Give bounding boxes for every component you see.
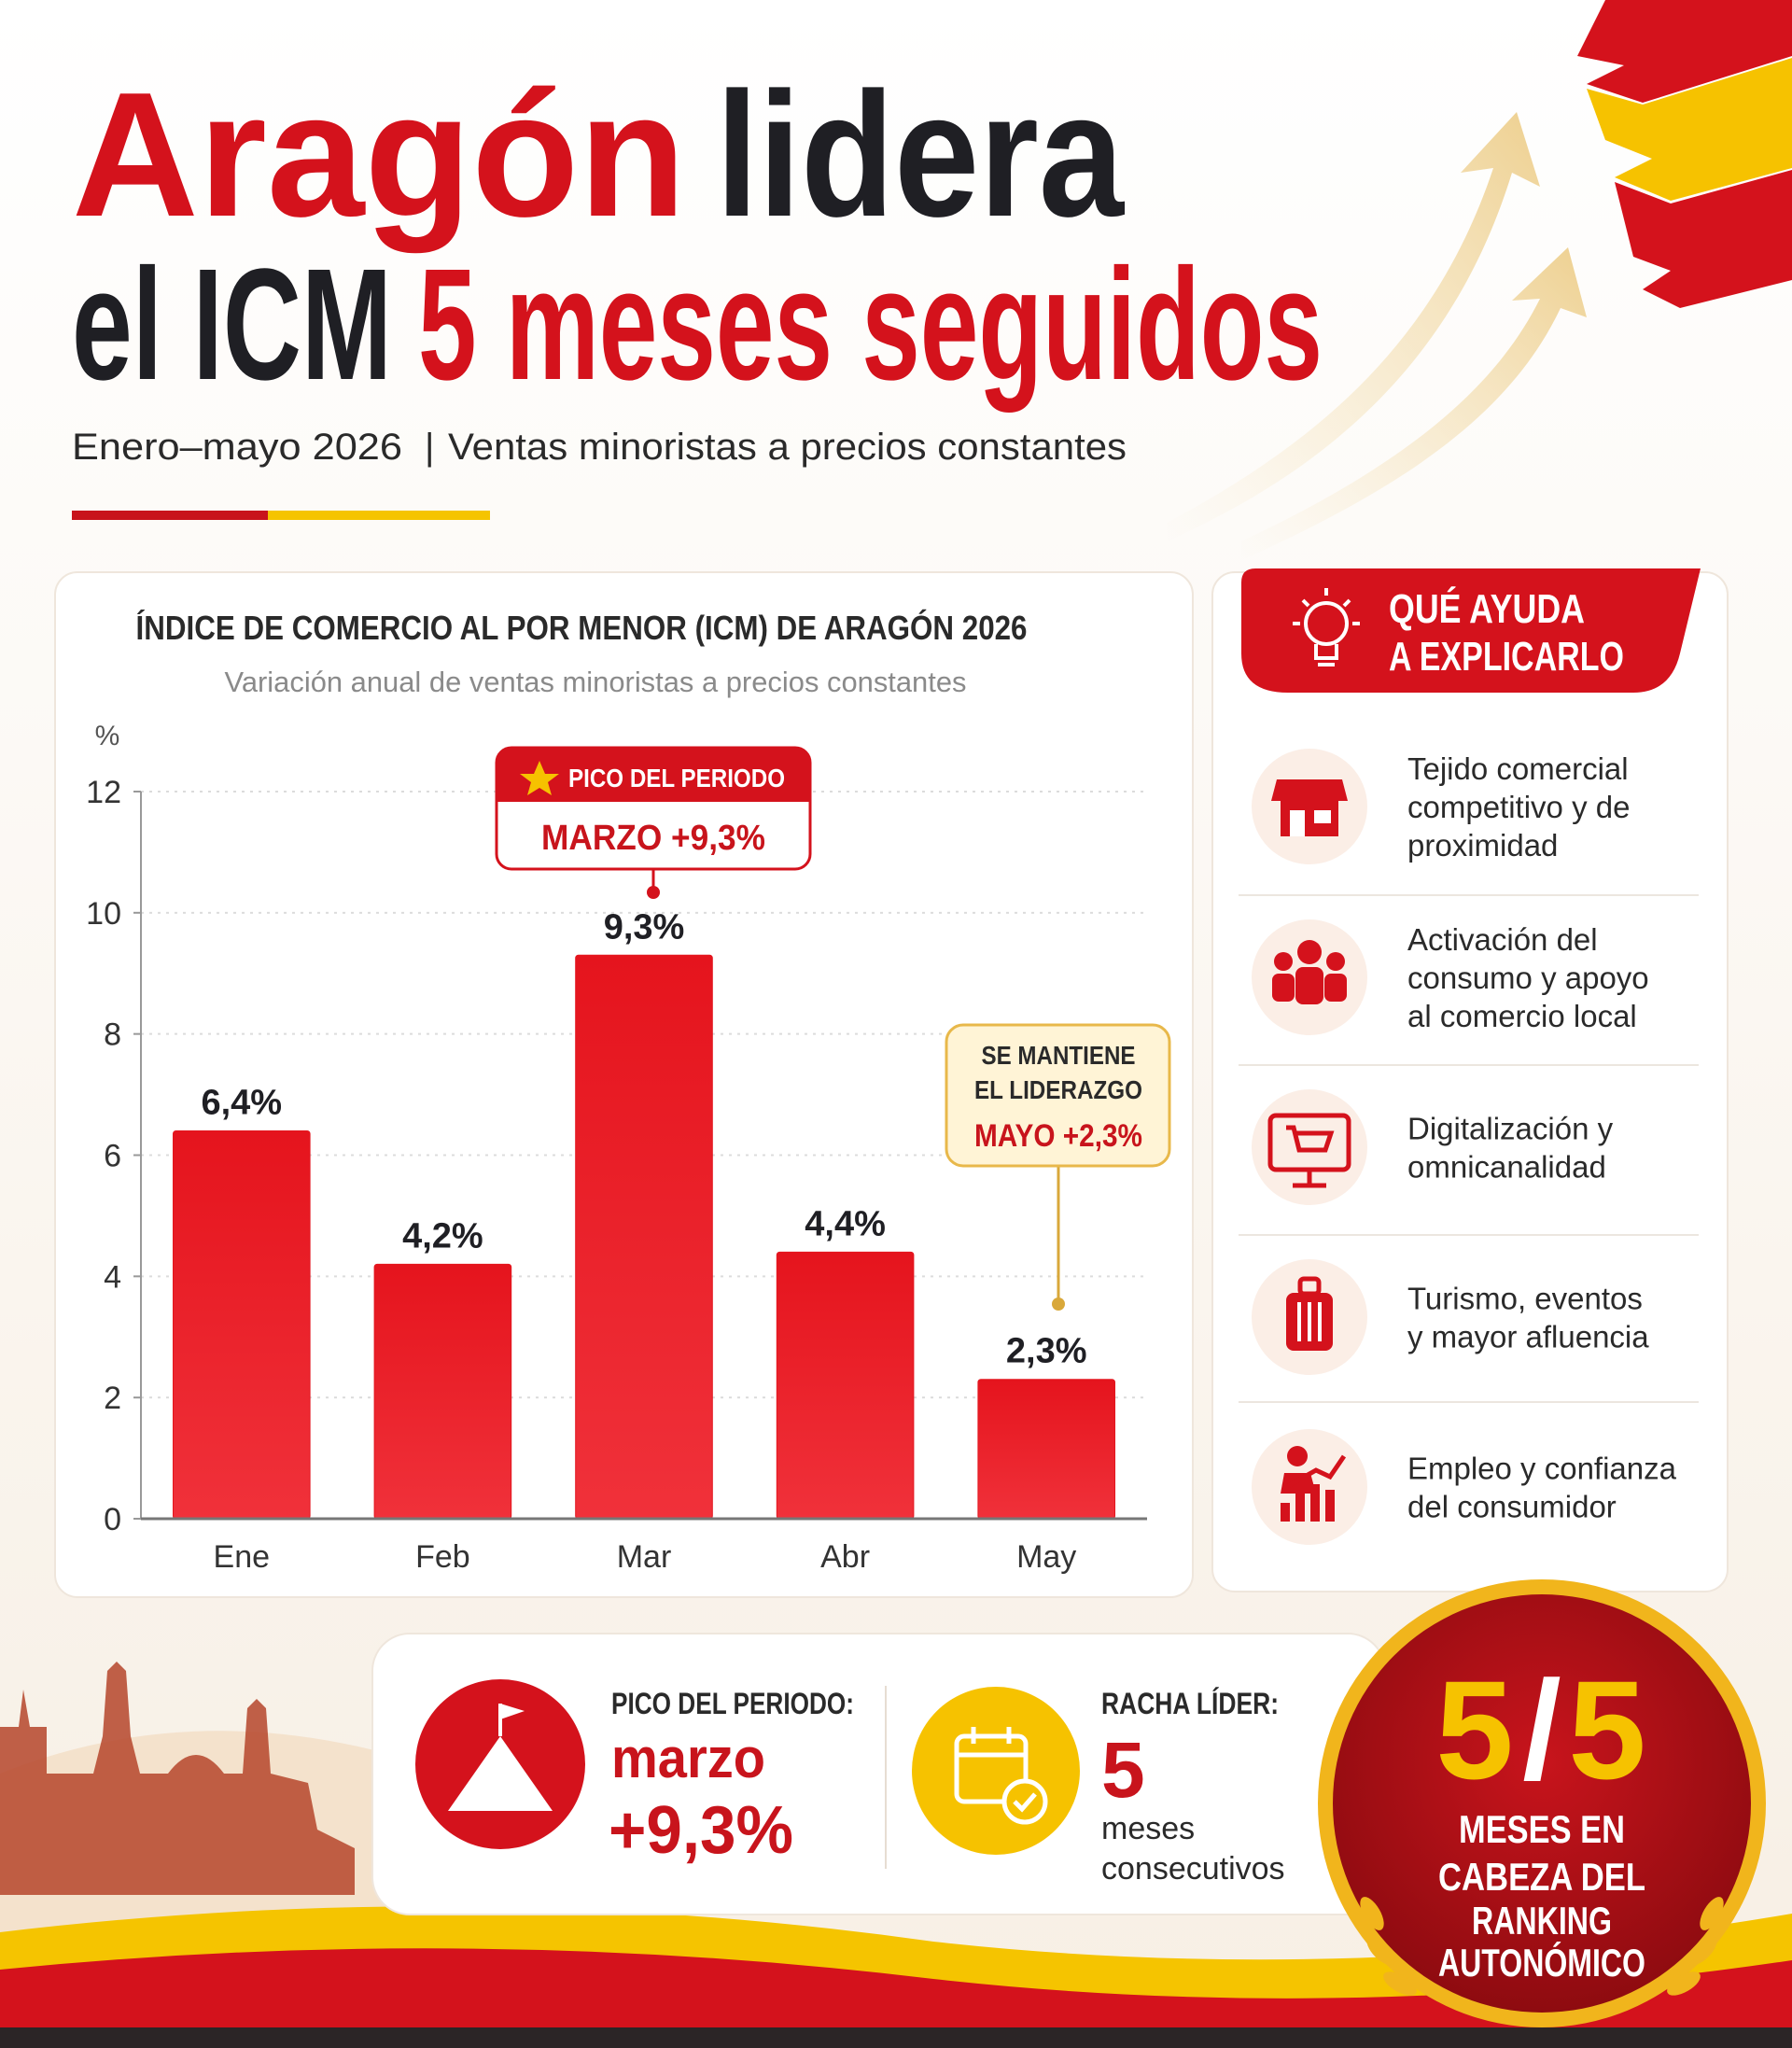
stat-label: RACHA LÍDER: (1101, 1687, 1279, 1720)
x-tick-label: Feb (415, 1539, 470, 1575)
factor-icons (1252, 749, 1367, 1545)
annotation-title: PICO DEL PERIODO (568, 764, 785, 793)
streak-icon (912, 1687, 1080, 1855)
title-part: Aragón (72, 56, 686, 254)
factor-text: al comercio local (1407, 999, 1637, 1033)
y-unit: % (95, 721, 120, 751)
badge-text: AUTONÓMICO (1438, 1940, 1645, 1985)
bar (776, 1251, 915, 1520)
factor-separators (1239, 894, 1699, 1403)
y-tick-label: 4 (104, 1259, 121, 1295)
value-label: 4,2% (402, 1216, 483, 1255)
peak-icon-mountain (448, 1704, 553, 1811)
factor-text: consumo y apoyo (1407, 961, 1649, 995)
y-tick-label: 0 (104, 1502, 121, 1537)
stat-text: meses (1101, 1811, 1195, 1846)
badge-text: MESES EN (1459, 1807, 1625, 1851)
factors-title: QUÉ AYUDA (1389, 585, 1585, 632)
annotation-title: EL LIDERAZGO (974, 1075, 1142, 1104)
factor-text: Tejido comercial (1407, 751, 1629, 786)
factor-text: proximidad (1407, 828, 1558, 863)
factor-text: omnicanalidad (1407, 1150, 1606, 1185)
x-tick-label: May (1016, 1539, 1076, 1575)
factors-title: A EXPLICARLO (1389, 634, 1624, 680)
bar (172, 1130, 311, 1520)
y-tick-label: 8 (104, 1017, 121, 1053)
factor-text: y mayor afluencia (1407, 1320, 1649, 1354)
chart-title: ÍNDICE DE COMERCIO AL POR MENOR (ICM) DE… (136, 608, 1028, 647)
title-part: 5 meses seguidos (418, 236, 1323, 414)
stat-text: consecutivos (1101, 1851, 1285, 1887)
factor-text: Digitalización y (1407, 1112, 1614, 1146)
accent-bar (72, 511, 268, 520)
factor-text: Empleo y confianza (1407, 1452, 1677, 1486)
value-label: 2,3% (1006, 1332, 1087, 1371)
factors-header (1241, 568, 1701, 693)
subtitle: Ventas minoristas a precios constantes (448, 427, 1127, 468)
wave-red (0, 1948, 1792, 2048)
laurel (1360, 1897, 1724, 1996)
chart-plot: 0 2 4 6 8 10 12 6,4% Ene 4,2% Feb 9,3% Mar 4,4% Abr 2,3… (86, 775, 1147, 1575)
factor-text: Turismo, eventos (1407, 1282, 1643, 1316)
annotation-title: SE MANTIENE (982, 1041, 1136, 1070)
chart-subtitle: Variación anual de ventas minoristas a p… (225, 666, 967, 698)
badge-number: 5 (1435, 1651, 1513, 1808)
title-part: lidera (716, 56, 1125, 254)
value-label: 6,4% (201, 1084, 282, 1123)
stat-label: PICO DEL PERIODO: (611, 1687, 854, 1720)
x-tick-label: Abr (820, 1539, 870, 1575)
flag-decoration (1577, 0, 1792, 308)
separator: | (425, 427, 434, 468)
badge-text: CABEZA DEL (1438, 1855, 1645, 1899)
peak-annotation: PICO DEL PERIODO MARZO +9,3% (495, 746, 812, 899)
annotation-text: MARZO +9,3% (541, 819, 765, 858)
subtitle: Enero–mayo 2026 (72, 427, 402, 468)
x-tick-label: Mar (617, 1539, 672, 1575)
stat-value: +9,3% (609, 1793, 793, 1868)
value-label: 4,4% (805, 1204, 886, 1243)
calendar-icon (954, 1727, 1048, 1825)
bar (977, 1379, 1116, 1520)
factor-text: competitivo y de (1407, 790, 1630, 824)
y-tick-label: 2 (104, 1381, 121, 1416)
factor-text: Activación del (1407, 922, 1598, 957)
badge-number: 5 (1568, 1651, 1645, 1808)
value-label: 9,3% (604, 907, 685, 947)
x-tick-label: Ene (214, 1539, 271, 1575)
badge-slash: / (1522, 1651, 1561, 1808)
bar (575, 954, 713, 1520)
bar (373, 1263, 512, 1520)
stat-value: marzo (611, 1727, 765, 1789)
factor-list: Tejido comercial competitivo y de proximid… (1407, 751, 1677, 1524)
may-annotation: SE MANTIENE EL LIDERAZGO MAYO +2,3% (945, 1023, 1171, 1311)
annotation-text: MAYO +2,3% (974, 1118, 1142, 1154)
factor-text: del consumidor (1407, 1490, 1617, 1524)
bulb-icon (1293, 588, 1360, 666)
y-tick-label: 6 (104, 1139, 121, 1174)
y-tick-label: 12 (86, 775, 121, 810)
badge-text: RANKING (1472, 1899, 1612, 1943)
y-tick-label: 10 (86, 896, 121, 932)
title-part: el ICM (72, 236, 392, 414)
stat-value: 5 (1101, 1726, 1145, 1814)
badge (1333, 1594, 1751, 2013)
arrows-decoration (1167, 112, 1587, 560)
accent-bar (268, 511, 490, 520)
footer-strip (0, 2027, 1792, 2048)
